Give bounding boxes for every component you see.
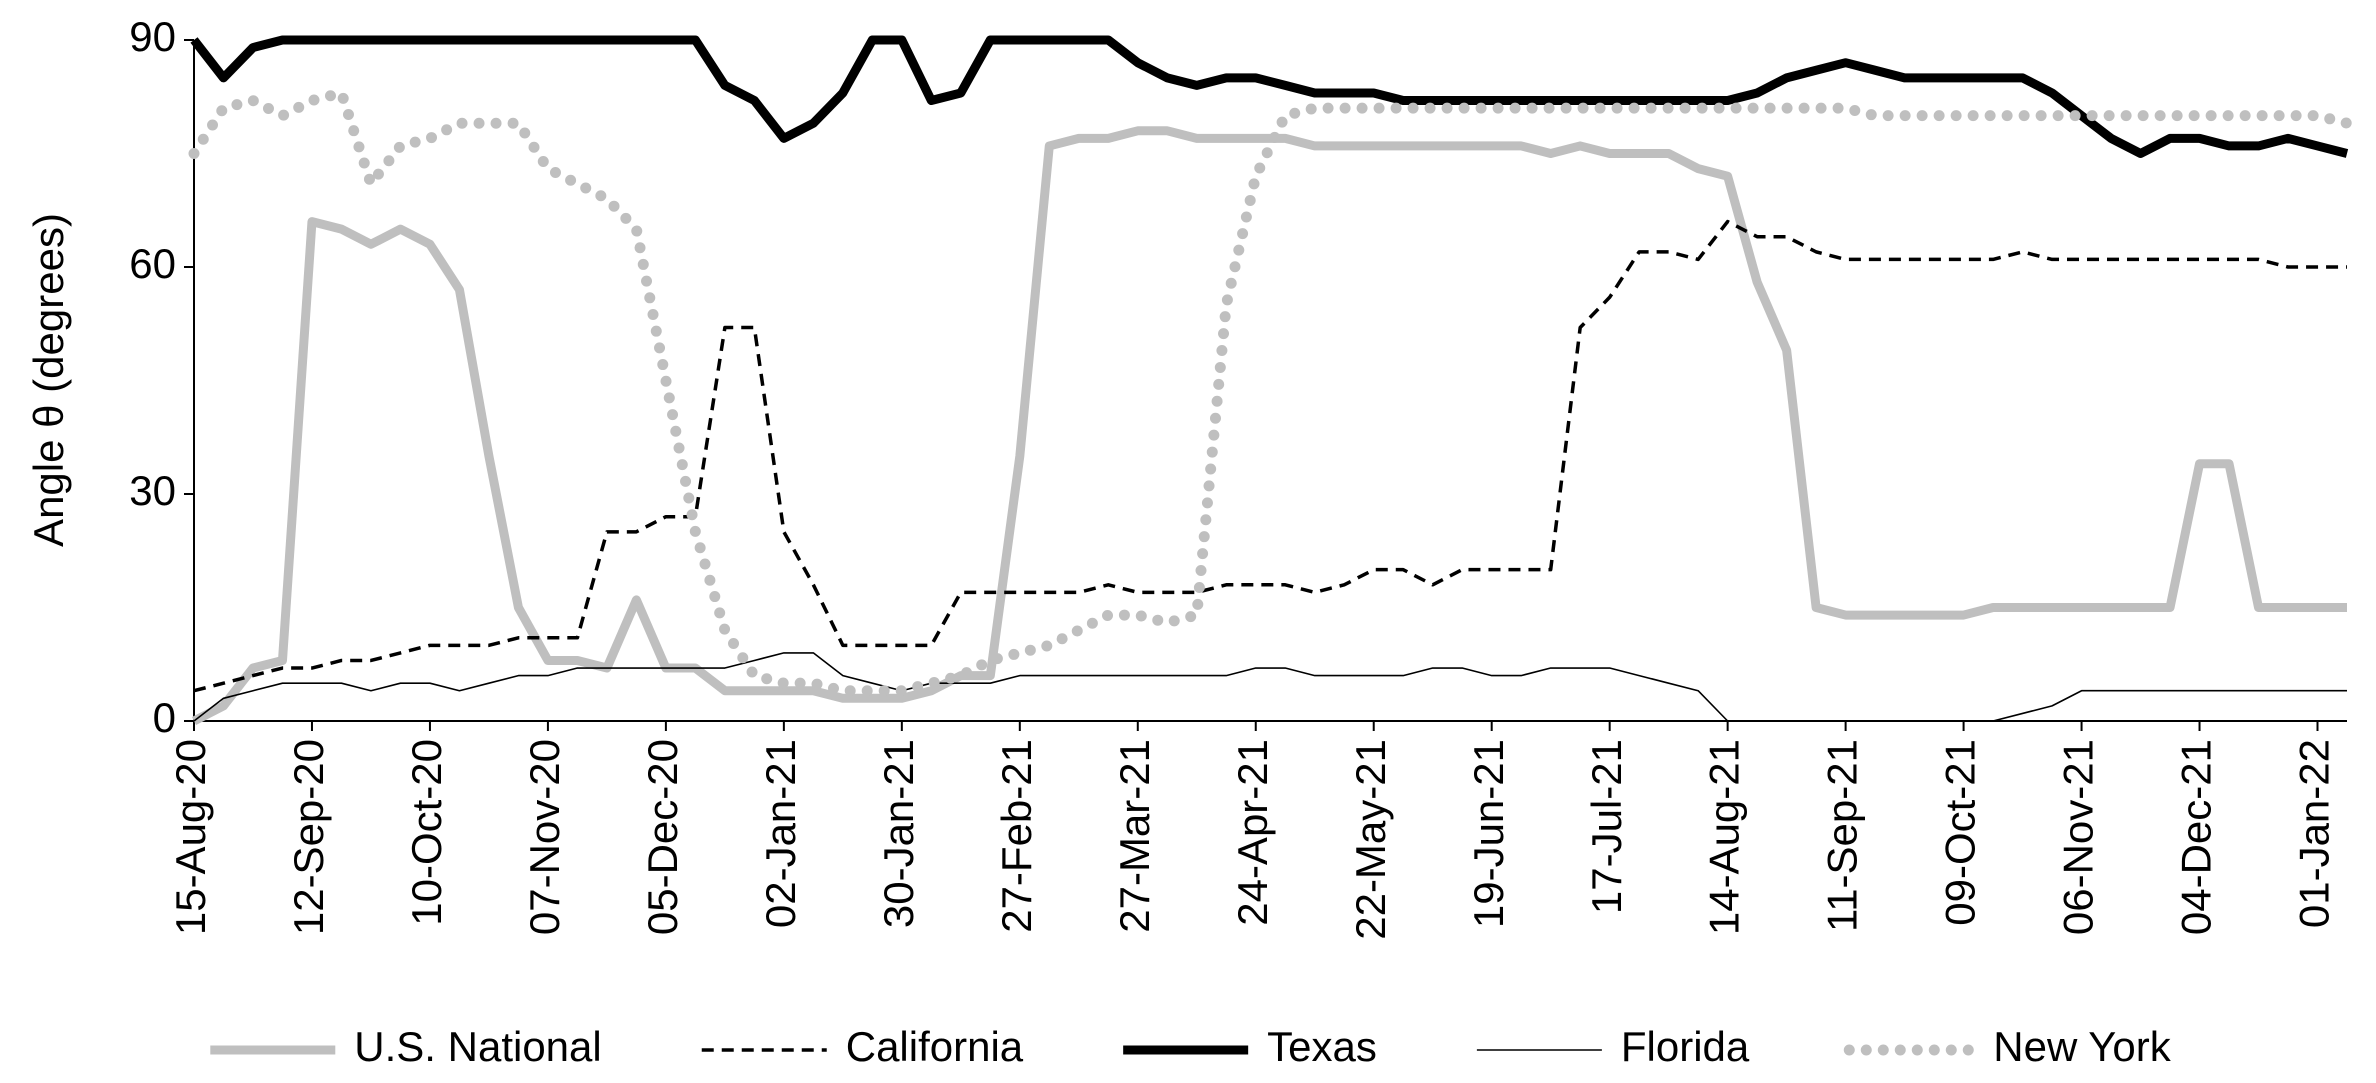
- series-line: [191, 126, 2347, 726]
- x-tick-label: 30-Jan-21: [875, 739, 922, 928]
- series-line: [190, 35, 2349, 158]
- x-tick-label: 05-Dec-20: [639, 739, 686, 935]
- series-line: [188, 87, 2353, 697]
- x-tick-label: 17-Jul-21: [1583, 739, 1630, 914]
- x-tick-label: 27-Mar-21: [1111, 739, 1158, 933]
- y-tick-label: 0: [153, 694, 176, 741]
- x-tick-label: 12-Sep-20: [285, 739, 332, 935]
- y-tick-label: 30: [129, 467, 176, 514]
- legend-label: New York: [1993, 1023, 2171, 1070]
- x-tick-label: 01-Jan-22: [2291, 739, 2338, 928]
- x-tick-label: 06-Nov-21: [2055, 739, 2102, 935]
- series-line: [193, 219, 2347, 693]
- y-tick-label: 60: [129, 240, 176, 287]
- y-axis-label: Angle θ (degrees): [25, 213, 72, 547]
- x-tick-label: 11-Sep-21: [1819, 739, 1866, 932]
- x-tick-label: 10-Oct-20: [403, 739, 450, 926]
- x-tick-label: 09-Oct-21: [1937, 739, 1984, 926]
- legend-label: U.S. National: [354, 1023, 601, 1070]
- x-tick-label: 04-Dec-21: [2173, 739, 2220, 935]
- legend-label: California: [846, 1023, 1024, 1070]
- x-tick-label: 02-Jan-21: [757, 739, 804, 928]
- series-line: [193, 652, 2347, 722]
- x-tick-label: 14-Aug-21: [1701, 739, 1748, 935]
- legend-label: Florida: [1621, 1023, 1750, 1070]
- x-tick-label: 24-Apr-21: [1229, 739, 1276, 926]
- x-tick-label: 15-Aug-20: [167, 739, 214, 935]
- legend: U.S. National California Texas Florida New Y…: [210, 1023, 2172, 1070]
- x-tick-label: 22-May-21: [1347, 739, 1394, 940]
- x-tick-label: 07-Nov-20: [521, 739, 568, 935]
- x-tick-label: 19-Jun-21: [1465, 739, 1512, 928]
- x-tick-label: 27-Feb-21: [993, 739, 1040, 933]
- y-tick-label: 90: [129, 13, 176, 60]
- legend-label: Texas: [1267, 1023, 1377, 1070]
